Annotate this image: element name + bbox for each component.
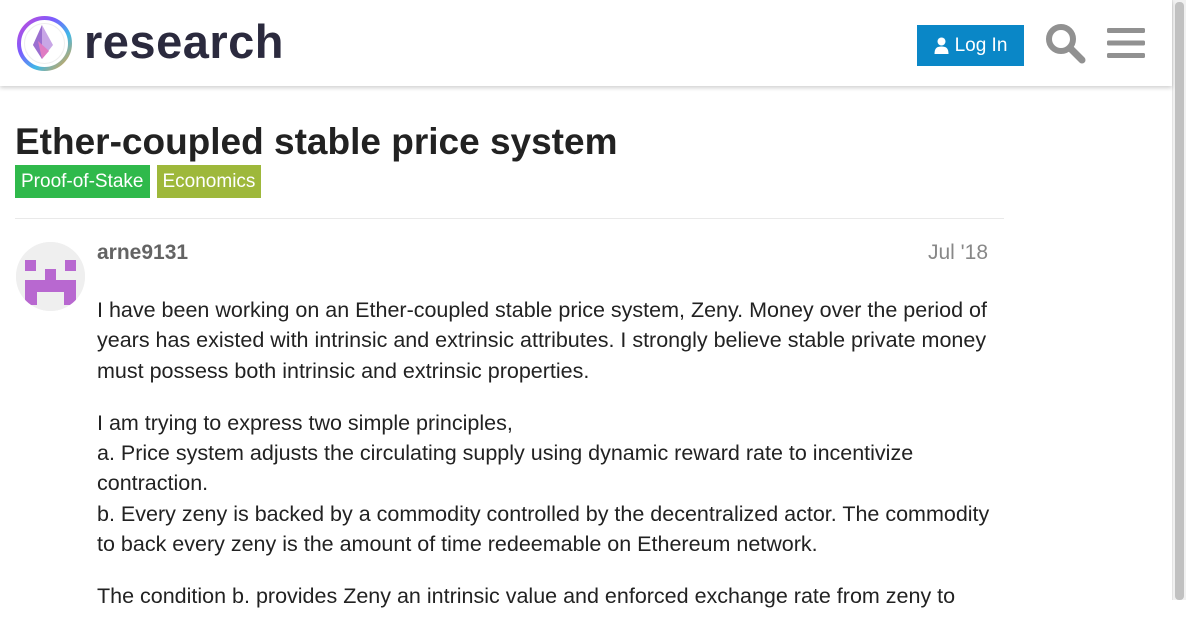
post-paragraph-1: I have been working on an Ether-coupled …: [97, 295, 992, 386]
post-paragraph-3: The condition b. provides Zeny an intrin…: [97, 581, 992, 611]
user-icon: [934, 37, 949, 54]
paragraph-line: I am trying to express two simple princi…: [97, 410, 513, 435]
login-button[interactable]: Log In: [917, 25, 1024, 66]
topic-tags: Proof-of-Stake Economics: [15, 165, 262, 198]
tag-proof-of-stake[interactable]: Proof-of-Stake: [15, 165, 150, 198]
site-logo-icon[interactable]: [16, 15, 73, 72]
paragraph-text: I have been working on an Ether-coupled …: [97, 298, 987, 383]
paragraph-line: a. Price system adjusts the circulating …: [97, 441, 914, 496]
site-header: research Log In: [0, 0, 1172, 86]
topic-title[interactable]: Ether-coupled stable price system: [15, 121, 618, 162]
paragraph-text: The condition b. provides Zeny an intrin…: [97, 584, 956, 609]
login-label: Log In: [954, 34, 1008, 56]
identicon-avatar-icon: [16, 242, 85, 311]
post-paragraph-2: I am trying to express two simple princi…: [97, 408, 992, 559]
post-body: I have been working on an Ether-coupled …: [97, 295, 992, 634]
post-date[interactable]: Jul '18: [927, 241, 988, 264]
title-divider: [15, 218, 1004, 219]
scrollbar-thumb[interactable]: [1175, 2, 1184, 600]
site-brand-name[interactable]: research: [84, 15, 284, 68]
hamburger-menu-icon[interactable]: [1107, 26, 1145, 60]
page-scrollbar[interactable]: [1172, 0, 1186, 600]
tag-economics[interactable]: Economics: [156, 165, 262, 198]
post-username[interactable]: arne9131: [97, 241, 189, 264]
paragraph-line: b. Every zeny is backed by a commodity c…: [97, 501, 990, 557]
search-icon[interactable]: [1044, 22, 1086, 64]
avatar[interactable]: [16, 242, 85, 311]
